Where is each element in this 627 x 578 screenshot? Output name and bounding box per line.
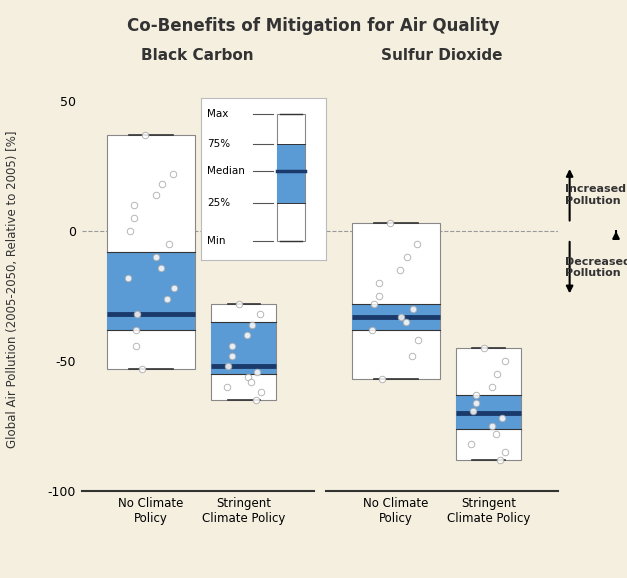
Point [369, 299, 379, 309]
Point [471, 398, 481, 407]
Point [252, 367, 262, 376]
FancyBboxPatch shape [107, 252, 195, 330]
Point [466, 440, 477, 449]
Point [162, 294, 172, 303]
FancyBboxPatch shape [352, 223, 440, 380]
Point [140, 130, 150, 139]
Point [487, 422, 497, 431]
Point [243, 331, 253, 340]
Text: Decreased
Pollution: Decreased Pollution [565, 257, 627, 279]
FancyBboxPatch shape [107, 135, 195, 369]
Point [500, 447, 510, 457]
Point [123, 273, 133, 283]
Text: 25%: 25% [207, 198, 230, 209]
Point [407, 351, 417, 361]
Point [413, 239, 423, 249]
Point [396, 265, 406, 275]
Text: Co-Benefits of Mitigation for Air Quality: Co-Benefits of Mitigation for Air Qualit… [127, 17, 500, 35]
Point [374, 279, 384, 288]
Point [132, 310, 142, 319]
FancyBboxPatch shape [352, 304, 440, 330]
Point [130, 325, 140, 335]
Point [468, 406, 478, 415]
Point [157, 180, 167, 189]
Point [396, 312, 406, 321]
Point [413, 336, 423, 345]
Text: Median: Median [207, 166, 245, 176]
Point [125, 227, 135, 236]
FancyBboxPatch shape [211, 323, 277, 375]
Text: Max: Max [207, 109, 228, 120]
Point [234, 299, 245, 309]
Point [408, 305, 418, 314]
Point [137, 365, 147, 374]
Point [500, 357, 510, 366]
Text: Black Carbon: Black Carbon [141, 47, 254, 62]
Point [401, 318, 411, 327]
Point [479, 343, 489, 353]
Point [497, 414, 507, 423]
FancyBboxPatch shape [456, 348, 521, 460]
Point [251, 395, 261, 405]
Point [226, 351, 236, 361]
Text: 75%: 75% [207, 139, 230, 149]
Point [222, 383, 232, 392]
Point [471, 391, 481, 400]
Point [495, 455, 505, 465]
Point [151, 190, 161, 199]
Point [156, 263, 166, 272]
Point [246, 377, 256, 387]
Bar [277, 143, 305, 203]
Point [255, 310, 265, 319]
Point [164, 239, 174, 249]
Text: Min: Min [207, 236, 226, 246]
Point [129, 213, 139, 223]
Point [226, 341, 236, 350]
Point [492, 370, 502, 379]
Point [243, 372, 253, 381]
Point [487, 383, 497, 392]
FancyBboxPatch shape [456, 395, 521, 429]
Point [256, 388, 266, 397]
Point [377, 375, 387, 384]
Point [168, 169, 178, 179]
Text: Sulfur Dioxide: Sulfur Dioxide [381, 47, 503, 62]
Text: Global Air Pollution (2005-2050, Relative to 2005) [%]: Global Air Pollution (2005-2050, Relativ… [6, 130, 19, 448]
Point [131, 341, 141, 350]
Point [223, 362, 233, 371]
FancyBboxPatch shape [211, 304, 277, 400]
Point [169, 284, 179, 293]
Bar [277, 114, 305, 240]
Point [374, 291, 384, 301]
Text: Increased
Pollution: Increased Pollution [565, 184, 626, 206]
Point [247, 320, 257, 329]
Point [384, 218, 394, 228]
Point [129, 201, 139, 210]
Point [367, 325, 377, 335]
Point [151, 253, 161, 262]
Point [491, 429, 501, 439]
Point [402, 253, 412, 262]
